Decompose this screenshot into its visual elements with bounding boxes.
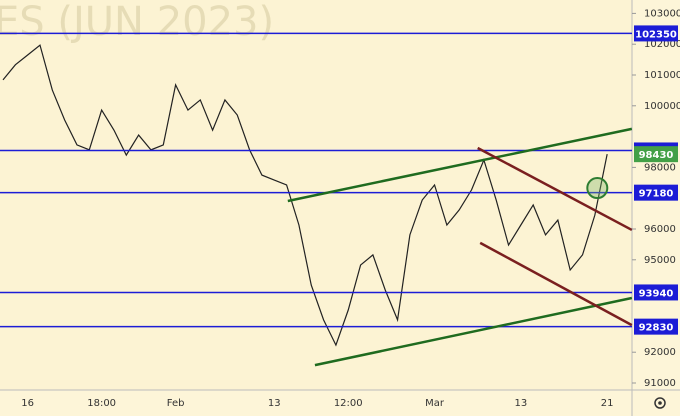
level-box [634, 318, 678, 335]
x-tick-label: 18:00 [87, 398, 116, 409]
x-tick-label: 21 [601, 398, 614, 409]
y-tick-label: 102000 [644, 39, 680, 50]
trend-line [479, 241, 633, 327]
y-tick-label: 96000 [644, 224, 676, 235]
y-tick-label: 92000 [644, 347, 676, 358]
last-price-label: 98430 [639, 150, 674, 161]
y-tick-label: 95000 [644, 255, 676, 266]
level-box [634, 284, 678, 301]
x-tick-label: Mar [425, 398, 445, 409]
level-label: 102350 [635, 29, 677, 40]
level-label: 92830 [639, 323, 674, 334]
y-tick-label: 91000 [644, 378, 676, 389]
highlight-circle [586, 177, 609, 200]
trend-line [287, 127, 633, 203]
level-label: 97180 [639, 189, 674, 200]
trend-line [314, 296, 633, 367]
chart-title: ES (JUN 2023) [0, 0, 274, 45]
level-box [634, 25, 678, 42]
y-tick-label: 98000 [644, 162, 676, 173]
x-tick-label: Feb [167, 398, 185, 409]
level-box [634, 184, 678, 201]
x-tick-label: 16 [21, 398, 34, 409]
x-tick-label: 12:00 [334, 398, 363, 409]
price-line [2, 44, 608, 347]
x-tick-label: 13 [268, 398, 281, 409]
gear [654, 397, 666, 409]
settings-icon[interactable] [654, 397, 666, 409]
y-tick-label: 100000 [644, 101, 680, 112]
y-tick-label: 101000 [644, 70, 680, 81]
trend-line [477, 146, 633, 232]
x-tick-label: 13 [514, 398, 527, 409]
last-price-box [634, 146, 678, 163]
y-tick-label: 103000 [644, 8, 680, 19]
gear-center [658, 401, 662, 405]
level-label: 93940 [639, 288, 674, 299]
